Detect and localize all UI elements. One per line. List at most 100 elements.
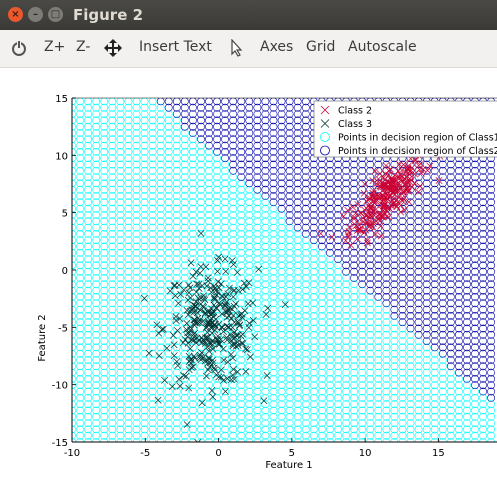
- region-class2-marker: [463, 173, 471, 181]
- plot-area[interactable]: -10 -5 0 5 10 15 15 10 5 0 -5 -10 -15 Class 2 Class 3…: [0, 68, 497, 489]
- rotate-icon[interactable]: [10, 39, 28, 61]
- region-class1-marker: [245, 400, 254, 409]
- pan-icon[interactable]: [104, 39, 122, 61]
- region-class2-marker: [463, 166, 471, 175]
- region-class2-marker: [358, 280, 367, 289]
- region-class1-marker: [180, 248, 189, 257]
- region-class1-marker: [366, 393, 375, 402]
- legend-label: Points in decision region of Class2: [338, 146, 497, 157]
- data-point: [205, 320, 213, 328]
- region-class2-marker: [463, 160, 471, 169]
- region-class1-marker: [406, 412, 415, 421]
- region-class2-marker: [382, 299, 391, 308]
- region-class1-marker: [213, 381, 221, 390]
- region-class1-marker: [245, 356, 254, 364]
- grid-button[interactable]: Grid: [306, 39, 336, 55]
- data-point: [249, 316, 257, 324]
- region-class2-marker: [253, 154, 262, 163]
- data-point: [190, 336, 198, 344]
- region-class2-marker: [366, 267, 375, 276]
- region-class1-marker: [148, 324, 157, 333]
- region-class1-marker: [285, 280, 294, 289]
- axes-button[interactable]: Axes: [260, 39, 294, 55]
- region-class2-marker: [422, 299, 431, 308]
- region-class2-marker: [438, 248, 447, 257]
- data-point: [405, 198, 413, 206]
- region-class1-marker: [148, 337, 157, 345]
- region-class2-marker: [237, 173, 246, 181]
- region-class1-marker: [92, 412, 101, 421]
- region-class1-marker: [366, 387, 375, 396]
- region-class1-marker: [261, 343, 270, 352]
- region-class1-marker: [188, 387, 197, 396]
- region-class2-marker: [213, 148, 221, 156]
- region-class1-marker: [285, 286, 294, 295]
- zoom-in-button[interactable]: Z+: [44, 39, 66, 55]
- region-class2-marker: [269, 154, 278, 163]
- region-class1-marker: [100, 103, 109, 112]
- region-class1-marker: [285, 393, 294, 402]
- region-class1-marker: [334, 406, 342, 415]
- region-class1-marker: [116, 368, 125, 377]
- region-class1-marker: [188, 179, 197, 188]
- region-class2-marker: [454, 337, 463, 345]
- region-class2-marker: [221, 129, 229, 137]
- region-class2-marker: [438, 223, 447, 232]
- region-class1-marker: [116, 135, 125, 144]
- region-class1-marker: [277, 349, 286, 358]
- close-icon[interactable]: ×: [8, 7, 23, 22]
- data-point: [222, 267, 230, 275]
- region-class1-marker: [253, 343, 262, 352]
- region-class1-marker: [422, 374, 431, 383]
- region-class2-marker: [261, 129, 270, 137]
- maximize-icon[interactable]: □: [48, 7, 63, 22]
- region-class2-marker: [325, 160, 334, 169]
- zoom-out-button[interactable]: Z-: [76, 39, 91, 55]
- region-class1-marker: [124, 223, 133, 232]
- region-class2-marker: [205, 116, 213, 125]
- region-class1-marker: [116, 173, 125, 181]
- region-class2-marker: [390, 311, 399, 320]
- region-class1-marker: [406, 387, 415, 396]
- region-class1-marker: [398, 349, 407, 358]
- region-class1-marker: [213, 242, 221, 251]
- region-class2-marker: [398, 267, 407, 276]
- region-class1-marker: [293, 330, 302, 339]
- insert-text-button[interactable]: Insert Text: [139, 39, 212, 55]
- autoscale-button[interactable]: Autoscale: [348, 39, 417, 55]
- region-class1-marker: [92, 236, 101, 245]
- region-class2-marker: [487, 299, 495, 308]
- region-class1-marker: [100, 305, 109, 314]
- region-class1-marker: [92, 343, 101, 352]
- region-class1-marker: [100, 349, 109, 358]
- region-class1-marker: [180, 129, 189, 137]
- region-class2-marker: [309, 211, 318, 219]
- region-class1-marker: [221, 349, 229, 358]
- region-class1-marker: [350, 425, 358, 434]
- region-class2-marker: [213, 122, 221, 131]
- region-class1-marker: [172, 261, 181, 270]
- region-class1-marker: [269, 286, 278, 295]
- region-class1-marker: [293, 318, 302, 327]
- region-class2-marker: [269, 148, 278, 156]
- pointer-icon[interactable]: [229, 38, 245, 61]
- data-point: [353, 235, 361, 243]
- region-class1-marker: [76, 261, 84, 270]
- region-class2-marker: [253, 141, 262, 150]
- region-class1-marker: [100, 261, 109, 270]
- region-class1-marker: [358, 311, 367, 320]
- region-class2-marker: [189, 98, 197, 106]
- region-class1-marker: [261, 381, 270, 390]
- region-class2-marker: [414, 173, 423, 181]
- region-class2-marker: [301, 192, 310, 200]
- region-class1-marker: [221, 274, 229, 282]
- data-point: [205, 347, 213, 355]
- region-class1-marker: [108, 343, 117, 352]
- region-class1-marker: [366, 311, 375, 320]
- minimize-icon[interactable]: –: [28, 7, 43, 22]
- data-point: [233, 268, 241, 276]
- region-class1-marker: [116, 204, 125, 213]
- region-class1-marker: [156, 286, 165, 295]
- region-class2-marker: [253, 148, 262, 156]
